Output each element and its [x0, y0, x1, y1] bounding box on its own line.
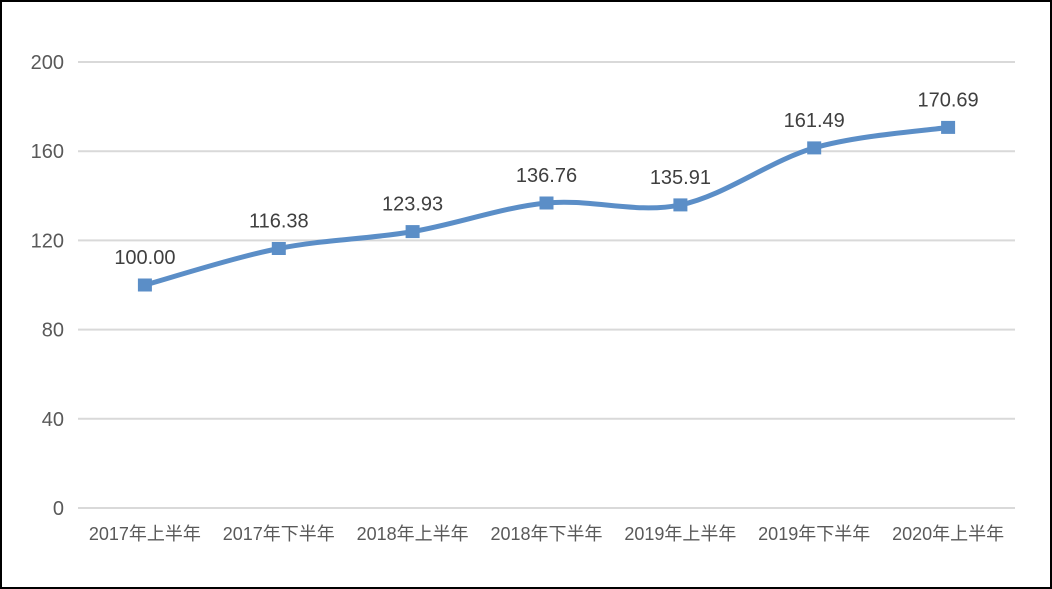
- x-axis-label: 2017年上半年: [89, 524, 201, 544]
- y-tick-label: 40: [42, 409, 64, 431]
- data-point-label: 100.00: [114, 247, 175, 269]
- x-axis-label: 2018年下半年: [490, 524, 602, 544]
- y-tick-label: 200: [31, 52, 64, 74]
- data-point-label: 161.49: [784, 110, 845, 132]
- data-point-label: 136.76: [516, 165, 577, 187]
- x-axis-label: 2018年上半年: [357, 524, 469, 544]
- data-point-label: 170.69: [918, 89, 979, 111]
- data-point-marker: [137, 278, 152, 292]
- x-axis-label: 2019年下半年: [758, 524, 870, 544]
- data-point-marker: [807, 141, 822, 155]
- data-point-marker: [271, 242, 286, 255]
- data-point-label: 135.91: [650, 167, 711, 189]
- data-point-marker: [539, 196, 554, 210]
- x-axis-label: 2020年上半年: [892, 524, 1004, 544]
- y-tick-label: 0: [53, 498, 64, 520]
- data-point-marker: [673, 198, 688, 212]
- x-axis-label: 2017年下半年: [223, 524, 335, 544]
- y-tick-label: 80: [42, 320, 64, 342]
- data-point-label: 123.93: [382, 194, 443, 216]
- data-point-marker: [941, 120, 956, 134]
- y-tick-label: 120: [31, 230, 64, 252]
- data-point-marker: [405, 225, 420, 239]
- x-axis-label: 2019年上半年: [624, 524, 736, 544]
- y-tick-label: 160: [31, 141, 64, 163]
- data-point-label: 116.38: [249, 211, 309, 233]
